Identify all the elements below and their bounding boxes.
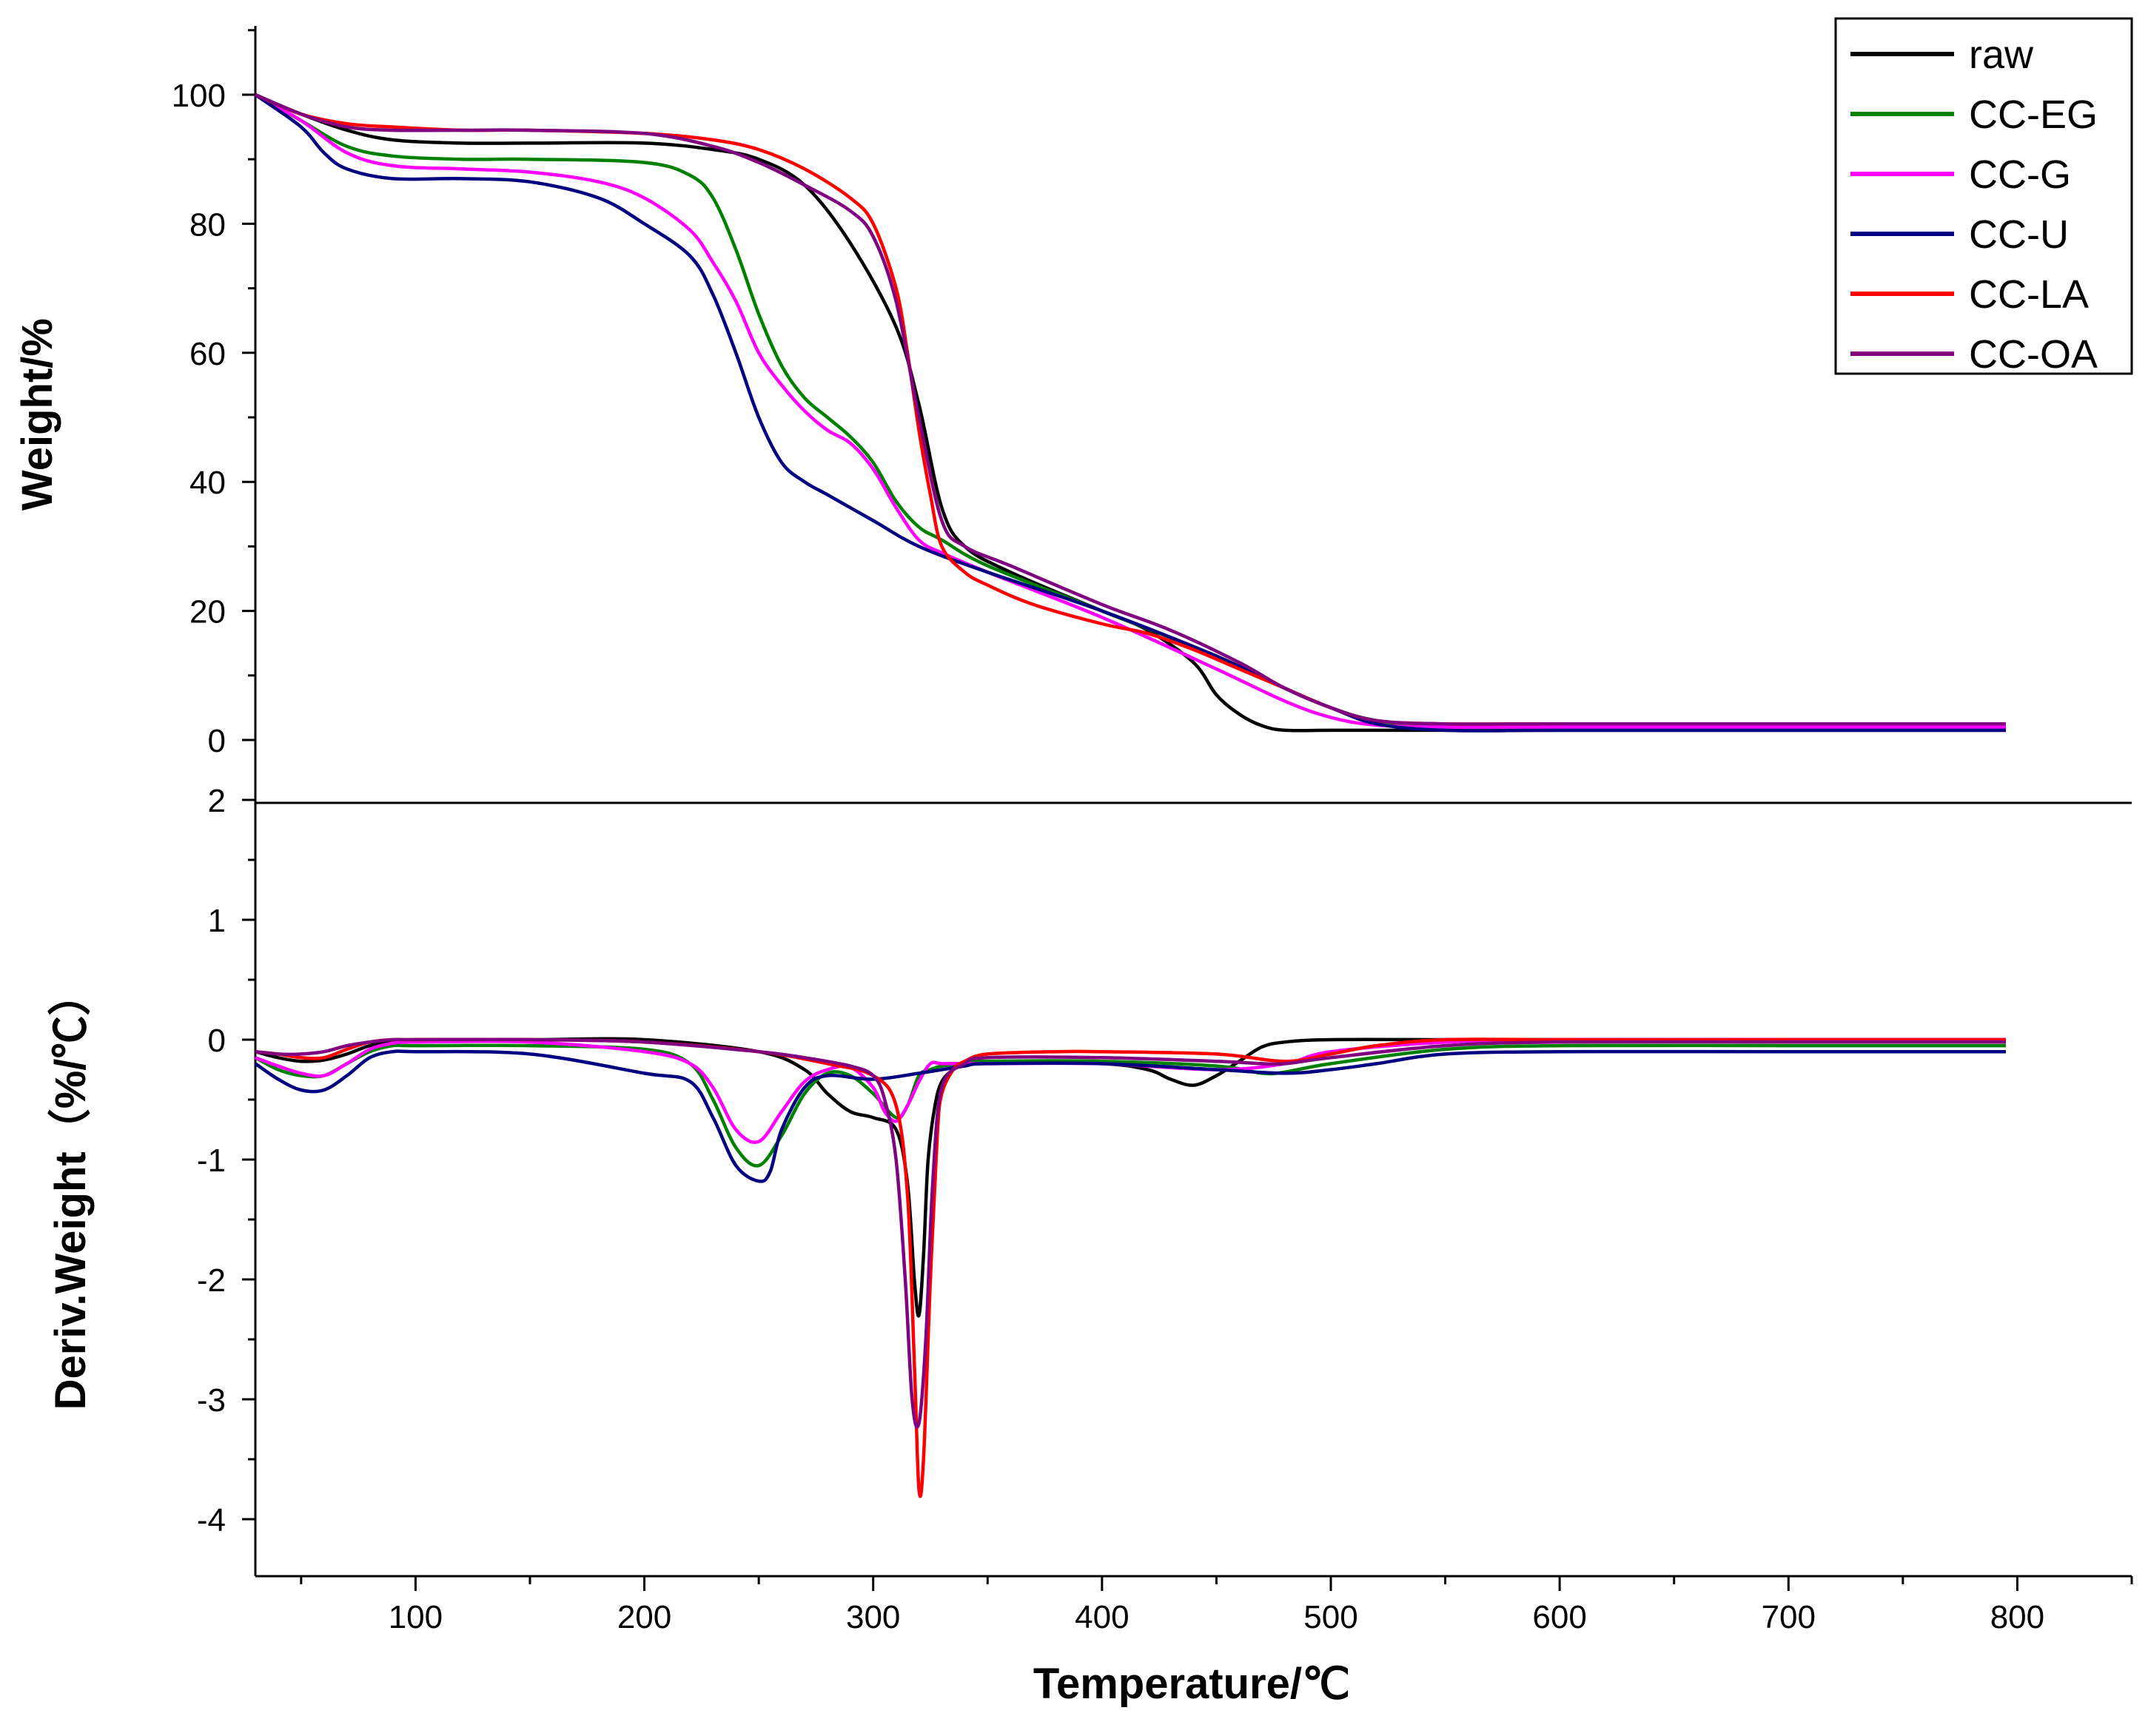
weight-series-group — [254, 92, 2006, 733]
legend-label-cc-eg: CC-EG — [1969, 92, 2098, 137]
x-tick-label: 500 — [1303, 1599, 1357, 1635]
weight-line-cc-oa — [255, 92, 2006, 726]
weight-line-cc-u — [254, 93, 2006, 733]
deriv-line-cc-oa — [255, 1037, 2006, 1429]
bottom-y-tick-label: -1 — [197, 1143, 226, 1179]
weight-line-cc-eg — [254, 93, 2006, 730]
legend: raw CC-EG CC-G CC-U CC-LA CC-OA — [1834, 17, 2133, 377]
top-y-tick-label: 60 — [189, 336, 226, 372]
tick-labels: 100 200 300 400 500 600 700 800 0 20 40 60 80 100 2 1 0 -… — [172, 78, 2045, 1635]
x-tick-label: 600 — [1532, 1599, 1586, 1635]
legend-box — [1834, 17, 2133, 375]
bottom-y-tick-label: 1 — [208, 903, 226, 939]
bottom-y-tick-label: 0 — [208, 1023, 226, 1059]
x-tick-label: 700 — [1762, 1599, 1816, 1635]
weight-line-raw — [255, 92, 2006, 733]
legend-label-raw: raw — [1969, 33, 2034, 77]
top-y-tick-label: 80 — [189, 206, 226, 243]
bottom-y-tick-label: 2 — [208, 783, 226, 819]
deriv-line-cc-u — [254, 1049, 2006, 1183]
deriv-line-raw — [255, 1037, 2006, 1318]
x-axis-title: Temperature/℃ — [1033, 1660, 1350, 1708]
top-y-tick-label: 20 — [189, 594, 226, 630]
weight-line-cc-g — [254, 93, 2006, 730]
legend-label-cc-la: CC-LA — [1969, 272, 2089, 317]
top-y-tick-label: 0 — [208, 723, 226, 759]
bottom-y-axis-title: Deriv.Weight（%/℃） — [47, 973, 95, 1410]
bottom-y-tick-label: -4 — [197, 1502, 226, 1538]
x-tick-label: 100 — [389, 1599, 443, 1635]
x-tick-label: 800 — [1990, 1599, 2044, 1635]
top-y-tick-label: 40 — [189, 465, 226, 501]
x-tick-label: 200 — [617, 1599, 671, 1635]
legend-label-cc-u: CC-U — [1969, 212, 2069, 257]
deriv-weight-series-group — [254, 1037, 2006, 1498]
bottom-y-tick-label: -2 — [197, 1262, 226, 1299]
legend-label-cc-g: CC-G — [1969, 152, 2071, 197]
top-y-axis-title: Weight/% — [13, 318, 61, 511]
x-tick-label: 300 — [846, 1599, 900, 1635]
bottom-y-tick-label: -3 — [197, 1382, 226, 1419]
legend-label-cc-oa: CC-OA — [1969, 332, 2098, 377]
top-y-tick-label: 100 — [172, 78, 226, 114]
x-tick-label: 400 — [1075, 1599, 1129, 1635]
axis-ticks — [242, 29, 2133, 1591]
deriv-line-cc-la — [255, 1037, 2006, 1498]
weight-line-cc-la — [255, 92, 2006, 726]
deriv-line-cc-g — [255, 1037, 2006, 1144]
